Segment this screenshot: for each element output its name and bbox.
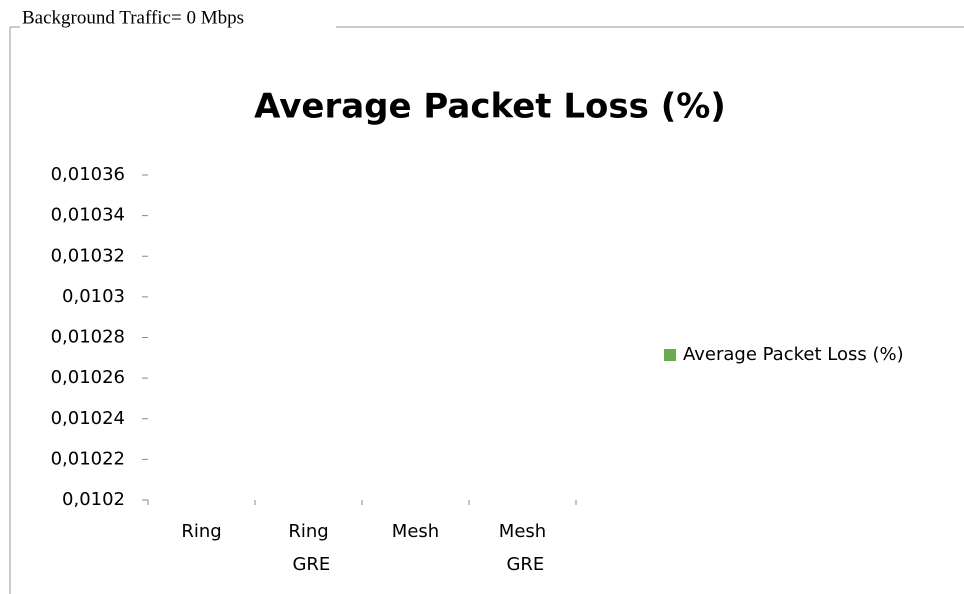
y-tick-label: 0,01036 [51,164,125,185]
y-tick-label: 0,01032 [51,245,125,266]
legend-label: Average Packet Loss (%) [683,344,904,365]
y-tick-label: 0,0103 [62,286,125,307]
y-tick-label: 0,01026 [51,367,125,388]
chart-title: Average Packet Loss (%) [254,87,726,127]
header-title: Background Traffic= 0 Mbps [22,7,244,28]
x-tick-label: Ring [181,521,221,542]
legend-swatch [664,349,676,361]
x-tick-label: Mesh GRE [499,521,546,575]
y-tick-label: 0,01024 [51,408,125,429]
x-tick-label: Mesh [392,521,439,542]
header-bg [20,8,336,30]
y-tick-label: 0,01028 [51,327,125,348]
y-tick-label: 0,0102 [62,489,125,510]
x-tick-label: Ring GRE [287,521,331,575]
y-tick-label: 0,01034 [51,205,125,226]
y-tick-label: 0,01022 [51,448,125,469]
